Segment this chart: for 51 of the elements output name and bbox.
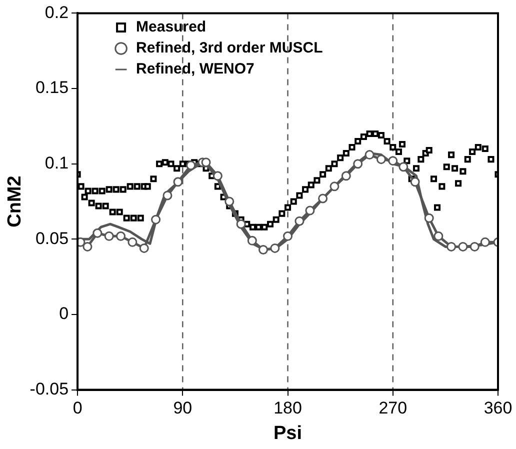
- x-tick-label: 90: [173, 398, 192, 418]
- y-tick-label: 0.15: [35, 78, 69, 98]
- point: [151, 214, 161, 224]
- point: [283, 231, 293, 241]
- point: [434, 231, 444, 241]
- point: [236, 219, 246, 229]
- point: [330, 182, 340, 192]
- point: [480, 237, 490, 247]
- point: [470, 242, 480, 252]
- point: [410, 177, 420, 187]
- y-tick-label: 0.1: [44, 154, 69, 173]
- legend-label: Measured: [136, 18, 206, 36]
- legend-label: Refined, 3rd order MUSCL: [136, 40, 323, 57]
- x-tick-label: 360: [484, 398, 512, 418]
- point: [398, 162, 408, 172]
- point: [128, 237, 138, 247]
- y-axis-title: CnM2: [4, 176, 26, 228]
- point: [376, 154, 386, 164]
- legend-label: Refined, WENO7: [136, 60, 254, 78]
- point: [162, 190, 172, 200]
- point: [247, 236, 257, 246]
- point: [186, 160, 196, 170]
- x-tick-label: 270: [378, 398, 408, 418]
- point: [270, 243, 280, 253]
- point: [294, 216, 304, 226]
- point: [258, 244, 268, 254]
- y-tick-label: -0.05: [30, 379, 69, 398]
- point: [173, 177, 183, 187]
- point: [305, 206, 315, 216]
- point: [224, 196, 234, 206]
- x-axis-title: Psi: [274, 422, 302, 444]
- y-tick-label: 0.2: [44, 2, 69, 22]
- point: [424, 213, 434, 223]
- point: [458, 242, 468, 252]
- x-tick-label: 180: [274, 398, 302, 418]
- point: [341, 171, 351, 181]
- point: [388, 156, 398, 166]
- y-tick-label: 0.05: [35, 228, 69, 248]
- x-tick-label: 0: [72, 398, 82, 418]
- point: [446, 242, 456, 252]
- y-tick-label: 0: [59, 304, 69, 324]
- point: [116, 231, 126, 241]
- point: [318, 194, 328, 204]
- point: [92, 228, 102, 238]
- point: [139, 243, 149, 253]
- point: [201, 158, 211, 168]
- point: [212, 171, 222, 181]
- point: [104, 231, 114, 241]
- point: [364, 150, 374, 160]
- point: [353, 159, 363, 169]
- point: [82, 242, 92, 252]
